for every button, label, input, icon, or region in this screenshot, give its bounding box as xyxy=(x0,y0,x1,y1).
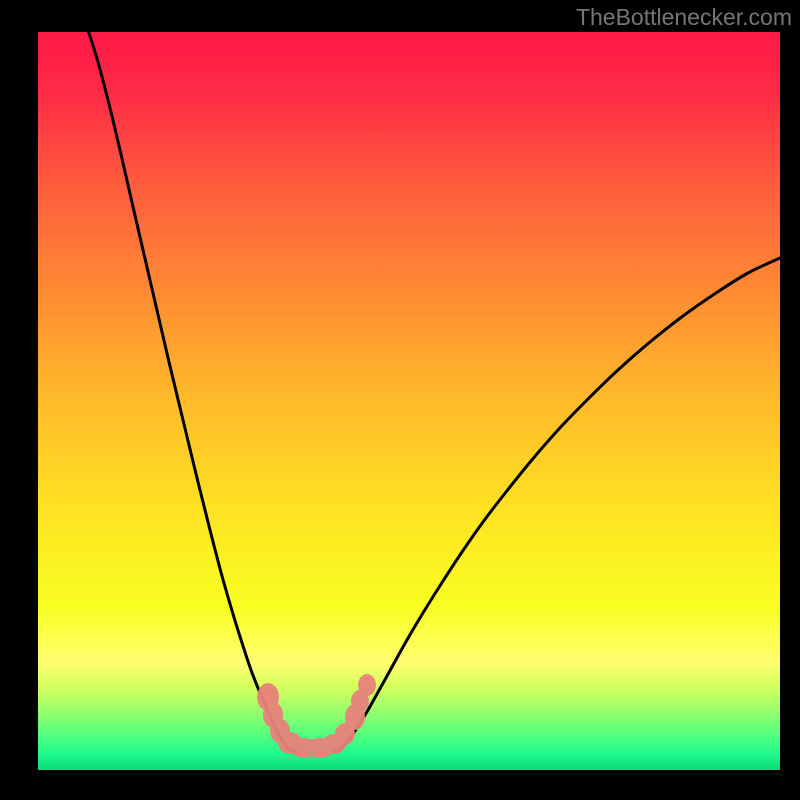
watermark-text: TheBottlenecker.com xyxy=(576,4,792,31)
bottleneck-chart xyxy=(0,0,800,800)
gradient-plot-area xyxy=(38,32,780,770)
